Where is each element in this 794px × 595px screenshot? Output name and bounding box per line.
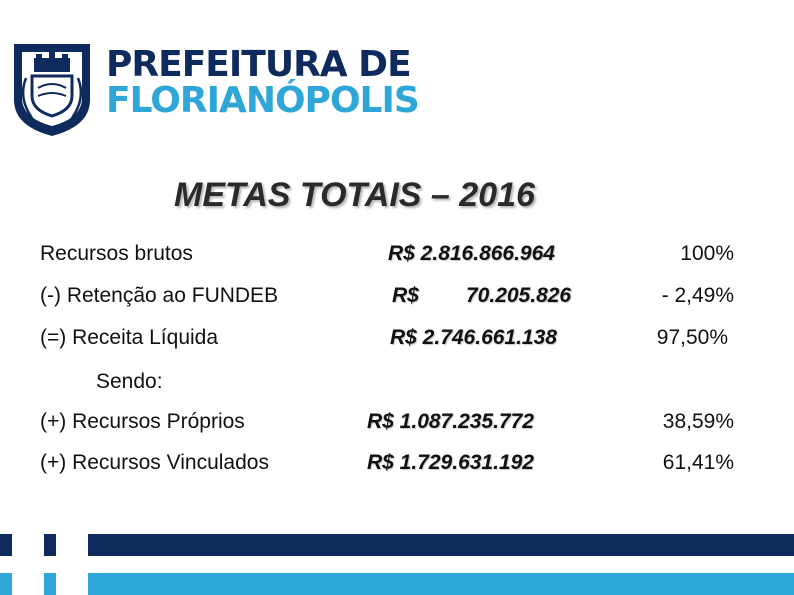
row-value: R$ 2.816.866.964	[388, 242, 555, 265]
row-value: 70.205.826	[466, 284, 572, 307]
row-label: (+) Recursos Vinculados	[40, 451, 269, 474]
footer-bar	[0, 573, 12, 595]
row-percent: 97,50%	[656, 326, 728, 349]
footer-bar-cyan	[88, 573, 794, 595]
footer-bar-navy	[88, 534, 794, 556]
row-recursos-vinculados: (+) Recursos Vinculados R$ 1.729.631.192…	[0, 451, 794, 487]
row-currency: R$	[392, 284, 419, 307]
brand-line-1: PREFEITURA DE	[106, 44, 412, 85]
sendo-label: Sendo:	[96, 370, 163, 393]
row-label: Recursos brutos	[40, 242, 193, 265]
row-value: R$ 1.087.235.772	[367, 410, 534, 433]
footer-bar	[44, 534, 56, 556]
row-percent: - 2,49%	[661, 284, 734, 307]
row-label: (+) Recursos Próprios	[40, 410, 245, 433]
row-recursos-proprios: (+) Recursos Próprios R$ 1.087.235.772 3…	[0, 410, 794, 446]
row-value: R$ 1.729.631.192	[367, 451, 534, 474]
row-receita-liquida: (=) Receita Líquida R$ 2.746.661.138 97,…	[0, 326, 794, 362]
row-percent: 38,59%	[662, 410, 734, 433]
page-title: METAS TOTAIS – 2016	[174, 176, 535, 214]
coat-of-arms-icon	[14, 44, 90, 136]
row-label: (-) Retenção ao FUNDEB	[40, 284, 279, 307]
row-recursos-brutos: Recursos brutos R$ 2.816.866.964 100%	[0, 242, 794, 278]
row-percent: 61,41%	[662, 451, 734, 474]
brand-line-2: FLORIANÓPOLIS	[106, 80, 420, 121]
footer-bar	[44, 573, 56, 595]
row-percent: 100%	[680, 242, 734, 265]
prefeitura-logo: PREFEITURA DE FLORIANÓPOLIS	[10, 38, 420, 142]
footer-bar	[0, 534, 12, 556]
row-retencao-fundeb: (-) Retenção ao FUNDEB R$ 70.205.826 - 2…	[0, 284, 794, 320]
row-label: (=) Receita Líquida	[40, 326, 219, 349]
row-value: R$ 2.746.661.138	[390, 326, 557, 349]
